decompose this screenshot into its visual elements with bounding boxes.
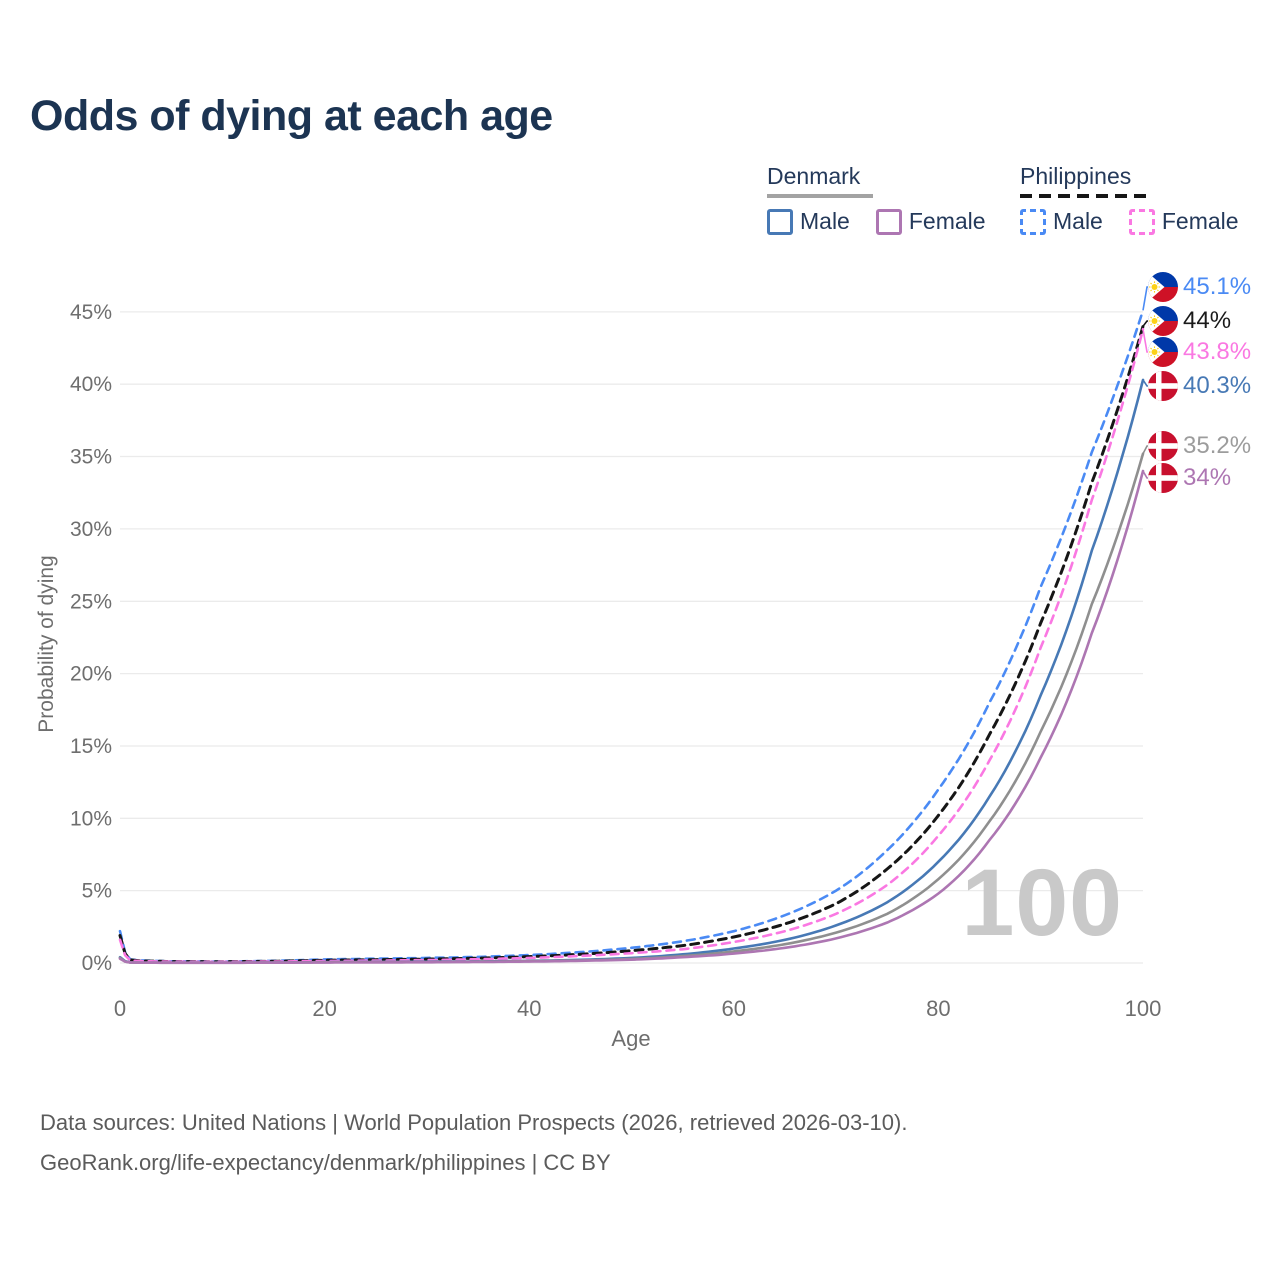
x-tick-label: 20 <box>312 996 336 1021</box>
end-label-dk_both: 35.2% <box>1148 431 1251 461</box>
denmark-line-style-sample <box>767 194 873 198</box>
legend-group-denmark: Denmark Male Female <box>767 163 986 235</box>
end-label-value: 44% <box>1183 307 1232 334</box>
y-tick-label: 10% <box>70 807 112 830</box>
end-label-dk_male: 40.3% <box>1148 371 1251 401</box>
philippines-female-swatch[interactable] <box>1128 208 1155 235</box>
philippines-line-style-sample <box>1020 194 1148 198</box>
legend-philippines-title: Philippines <box>1020 163 1132 189</box>
page-title: Odds of dying at each age <box>30 92 553 140</box>
denmark-male-swatch[interactable] <box>767 208 793 235</box>
philippines-male-label[interactable]: Male <box>1053 208 1103 234</box>
end-label-ph_male: 45.1% <box>1148 272 1251 302</box>
x-tick-label: 0 <box>114 996 126 1021</box>
x-tick-label: 100 <box>1125 996 1162 1021</box>
series-line-dk_female <box>118 469 1145 965</box>
y-tick-label: 35% <box>70 446 112 469</box>
y-tick-label: 25% <box>70 590 112 613</box>
y-tick-label: 20% <box>70 663 112 686</box>
end-label-value: 45.1% <box>1183 273 1252 300</box>
philippines-female-label[interactable]: Female <box>1161 208 1239 234</box>
y-tick-label: 40% <box>70 373 112 396</box>
y-axis-title: Probability of dying <box>35 555 58 733</box>
denmark-flag-icon <box>1148 371 1178 401</box>
data-sources-line: Data sources: United Nations | World Pop… <box>40 1110 908 1135</box>
y-tick-label: 15% <box>70 735 112 758</box>
y-tick-label: 0% <box>82 952 112 975</box>
end-label-value: 40.3% <box>1183 372 1252 399</box>
end-label-ph_female: 43.8% <box>1148 337 1251 367</box>
end-label-ph_both: 44% <box>1148 306 1231 336</box>
philippines-male-swatch[interactable] <box>1020 208 1046 235</box>
y-tick-label: 30% <box>70 518 112 541</box>
denmark-flag-icon <box>1148 463 1178 493</box>
philippines-flag-icon <box>1148 272 1178 302</box>
philippines-flag-icon <box>1148 337 1178 367</box>
x-axis-title: Age <box>611 1026 651 1051</box>
x-tick-label: 80 <box>926 996 950 1021</box>
end-label-value: 43.8% <box>1183 338 1252 365</box>
philippines-flag-icon <box>1148 306 1178 336</box>
attribution-line: GeoRank.org/life-expectancy/denmark/phil… <box>40 1150 611 1175</box>
legend-denmark-title: Denmark <box>767 163 861 189</box>
legend-group-philippines: Philippines Male Female <box>1020 163 1239 235</box>
age-watermark: 100 <box>961 850 1123 956</box>
denmark-flag-icon <box>1148 431 1178 461</box>
end-label-value: 34% <box>1183 464 1232 491</box>
denmark-female-label[interactable]: Female <box>908 208 986 234</box>
end-label-dk_female: 34% <box>1148 463 1231 493</box>
end-label-value: 35.2% <box>1183 432 1252 459</box>
y-tick-label: 5% <box>82 880 112 903</box>
denmark-male-label[interactable]: Male <box>800 208 850 234</box>
denmark-female-swatch[interactable] <box>875 208 902 235</box>
x-tick-label: 60 <box>722 996 746 1021</box>
y-tick-label: 45% <box>70 301 112 324</box>
x-tick-label: 40 <box>517 996 541 1021</box>
